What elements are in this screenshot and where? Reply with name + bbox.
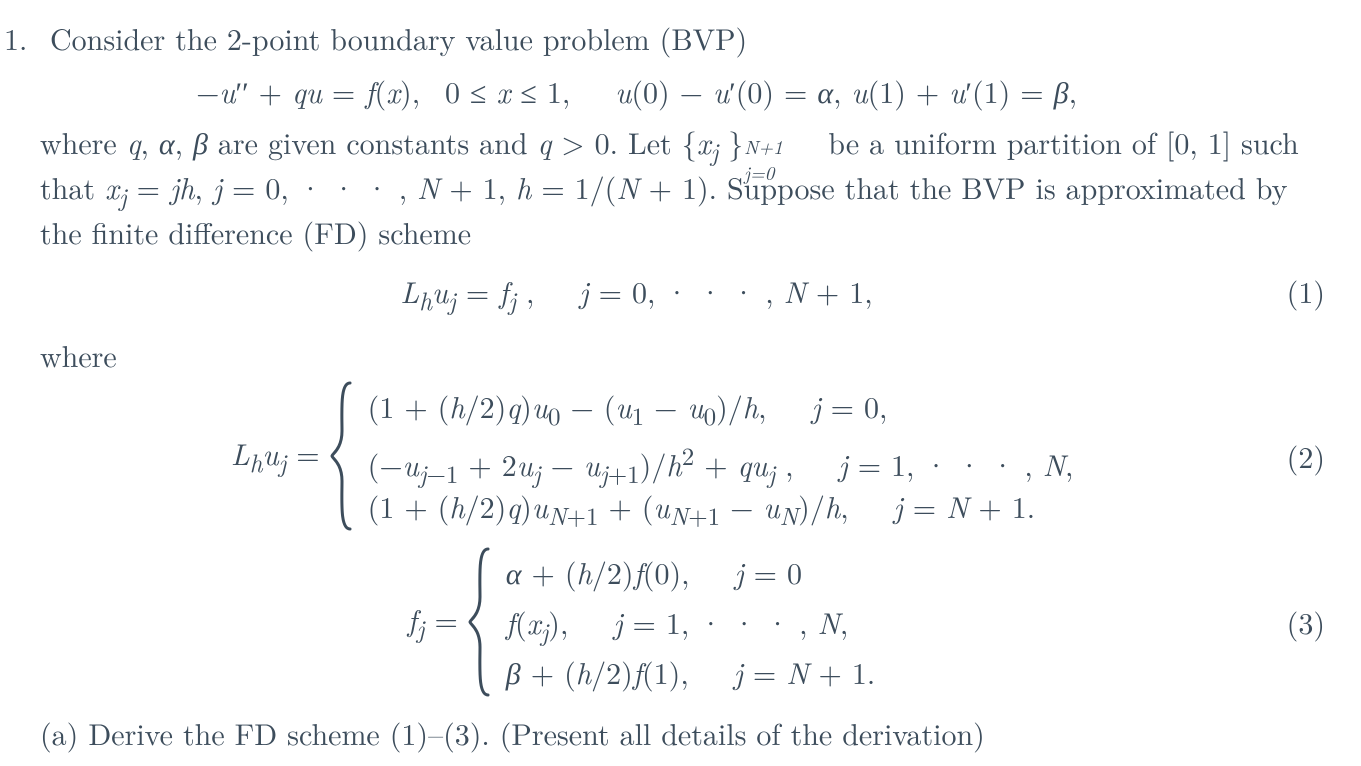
left-brace-icon (330, 381, 356, 531)
bvp-equation: −u′′ + qu = f(x), 0 ≤ x ≤ 1, u(0) − u′(0… (0, 73, 1333, 110)
fj-cases-block: fj = α + (h/2)f(0), j = 0 f(xj), j = 1, … (0, 547, 1333, 697)
left-brace-icon (468, 547, 494, 697)
item-number: 1. (0, 18, 40, 59)
scheme-equation: Lhuj = fj , j = 0, · · · , N + 1, (1) (0, 273, 1333, 317)
problem-lead: 1. Consider the 2-point boundary value p… (0, 18, 1333, 59)
lh-case-3: (1 + (h/2)q)uN+1 + (uN+1 − uN)/h, j = N … (368, 485, 1074, 527)
lh-case-1: (1 + (h/2)q)u0 − (u1 − u0)/h, j = 0, (368, 385, 1074, 427)
lh-label: Lhuj = (200, 435, 320, 479)
fj-case-2: f(xj), j = 1, · · · , N, (506, 601, 875, 643)
setup-line-2: that xj = jh, j = 0, · · · , N + 1, h = … (40, 168, 1333, 213)
eq-tag-3: (3) (1273, 604, 1333, 641)
bvp-math: −u′′ + qu = f(x), 0 ≤ x ≤ 1, u(0) − u′(0… (0, 73, 1273, 110)
lh-case-2: (−uj−1 + 2uj − uj+1)/h2 + quj , j = 1, ·… (368, 435, 1074, 477)
part-a-text: (a) Derive the FD scheme (1)–(3). (Prese… (0, 713, 1333, 754)
lh-cases-block: Lhuj = (1 + (h/2)q)u0 − (u1 − u0)/h, j =… (0, 381, 1333, 531)
fj-label: fj = (398, 601, 458, 645)
fj-case-3: β + (h/2)f(1), j = N + 1. (506, 651, 875, 693)
setup-paragraph: where q, α, β are given constants and q … (0, 123, 1333, 251)
setup-line-1: where q, α, β are given constants and q … (40, 123, 1333, 168)
eq-tag-2: (2) (1273, 438, 1333, 475)
fj-case-1: α + (h/2)f(0), j = 0 (506, 551, 875, 593)
where-word: where (0, 335, 1333, 376)
lh-cases: (1 + (h/2)q)u0 − (u1 − u0)/h, j = 0, (−u… (356, 381, 1074, 531)
setup-line-3: the finite difference (FD) scheme (40, 213, 1333, 251)
scheme-math: Lhuj = fj , j = 0, · · · , N + 1, (0, 273, 1273, 317)
lead-text: Consider the 2-point boundary value prob… (50, 18, 747, 59)
eq-tag-1: (1) (1273, 273, 1333, 310)
fj-cases: α + (h/2)f(0), j = 0 f(xj), j = 1, · · ·… (494, 547, 875, 697)
